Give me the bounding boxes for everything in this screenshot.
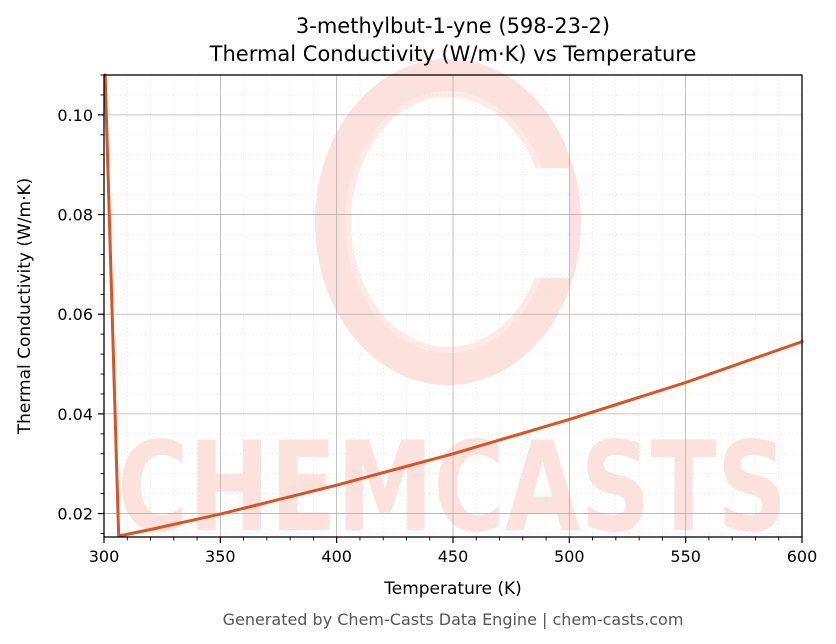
series-layer bbox=[103, 73, 804, 538]
y-axis-ticks: 0.02 0.04 0.06 0.08 0.10 bbox=[57, 74, 104, 534]
x-tick-label: 550 bbox=[670, 547, 701, 566]
chart-subtitle: Thermal Conductivity (W/m·K) vs Temperat… bbox=[209, 42, 697, 66]
x-tick-label: 600 bbox=[787, 547, 818, 566]
watermark-logo-icon bbox=[315, 59, 581, 385]
x-axis-ticks: 300 350 400 450 500 550 600 bbox=[89, 537, 818, 566]
y-tick-label: 0.04 bbox=[57, 405, 93, 424]
x-tick-label: 300 bbox=[89, 547, 120, 566]
y-tick-label: 0.08 bbox=[57, 206, 93, 225]
chemcasts-watermark: CHEMCASTS bbox=[117, 59, 787, 560]
y-tick-label: 0.02 bbox=[57, 505, 93, 524]
watermark-text: CHEMCASTS bbox=[117, 416, 787, 560]
x-axis-label: Temperature (K) bbox=[383, 579, 522, 599]
x-tick-label: 400 bbox=[321, 547, 352, 566]
series-line-0 bbox=[103, 73, 804, 538]
x-tick-label: 450 bbox=[438, 547, 469, 566]
x-tick-label: 350 bbox=[205, 547, 236, 566]
y-axis-label: Thermal Conductivity (W/m·K) bbox=[15, 178, 35, 436]
y-tick-label: 0.06 bbox=[57, 305, 93, 324]
chart-title: 3-methylbut-1-yne (598-23-2) bbox=[296, 14, 610, 38]
footer-credit: Generated by Chem-Casts Data Engine | ch… bbox=[223, 610, 684, 629]
x-tick-label: 500 bbox=[554, 547, 585, 566]
y-tick-label: 0.10 bbox=[57, 106, 93, 125]
